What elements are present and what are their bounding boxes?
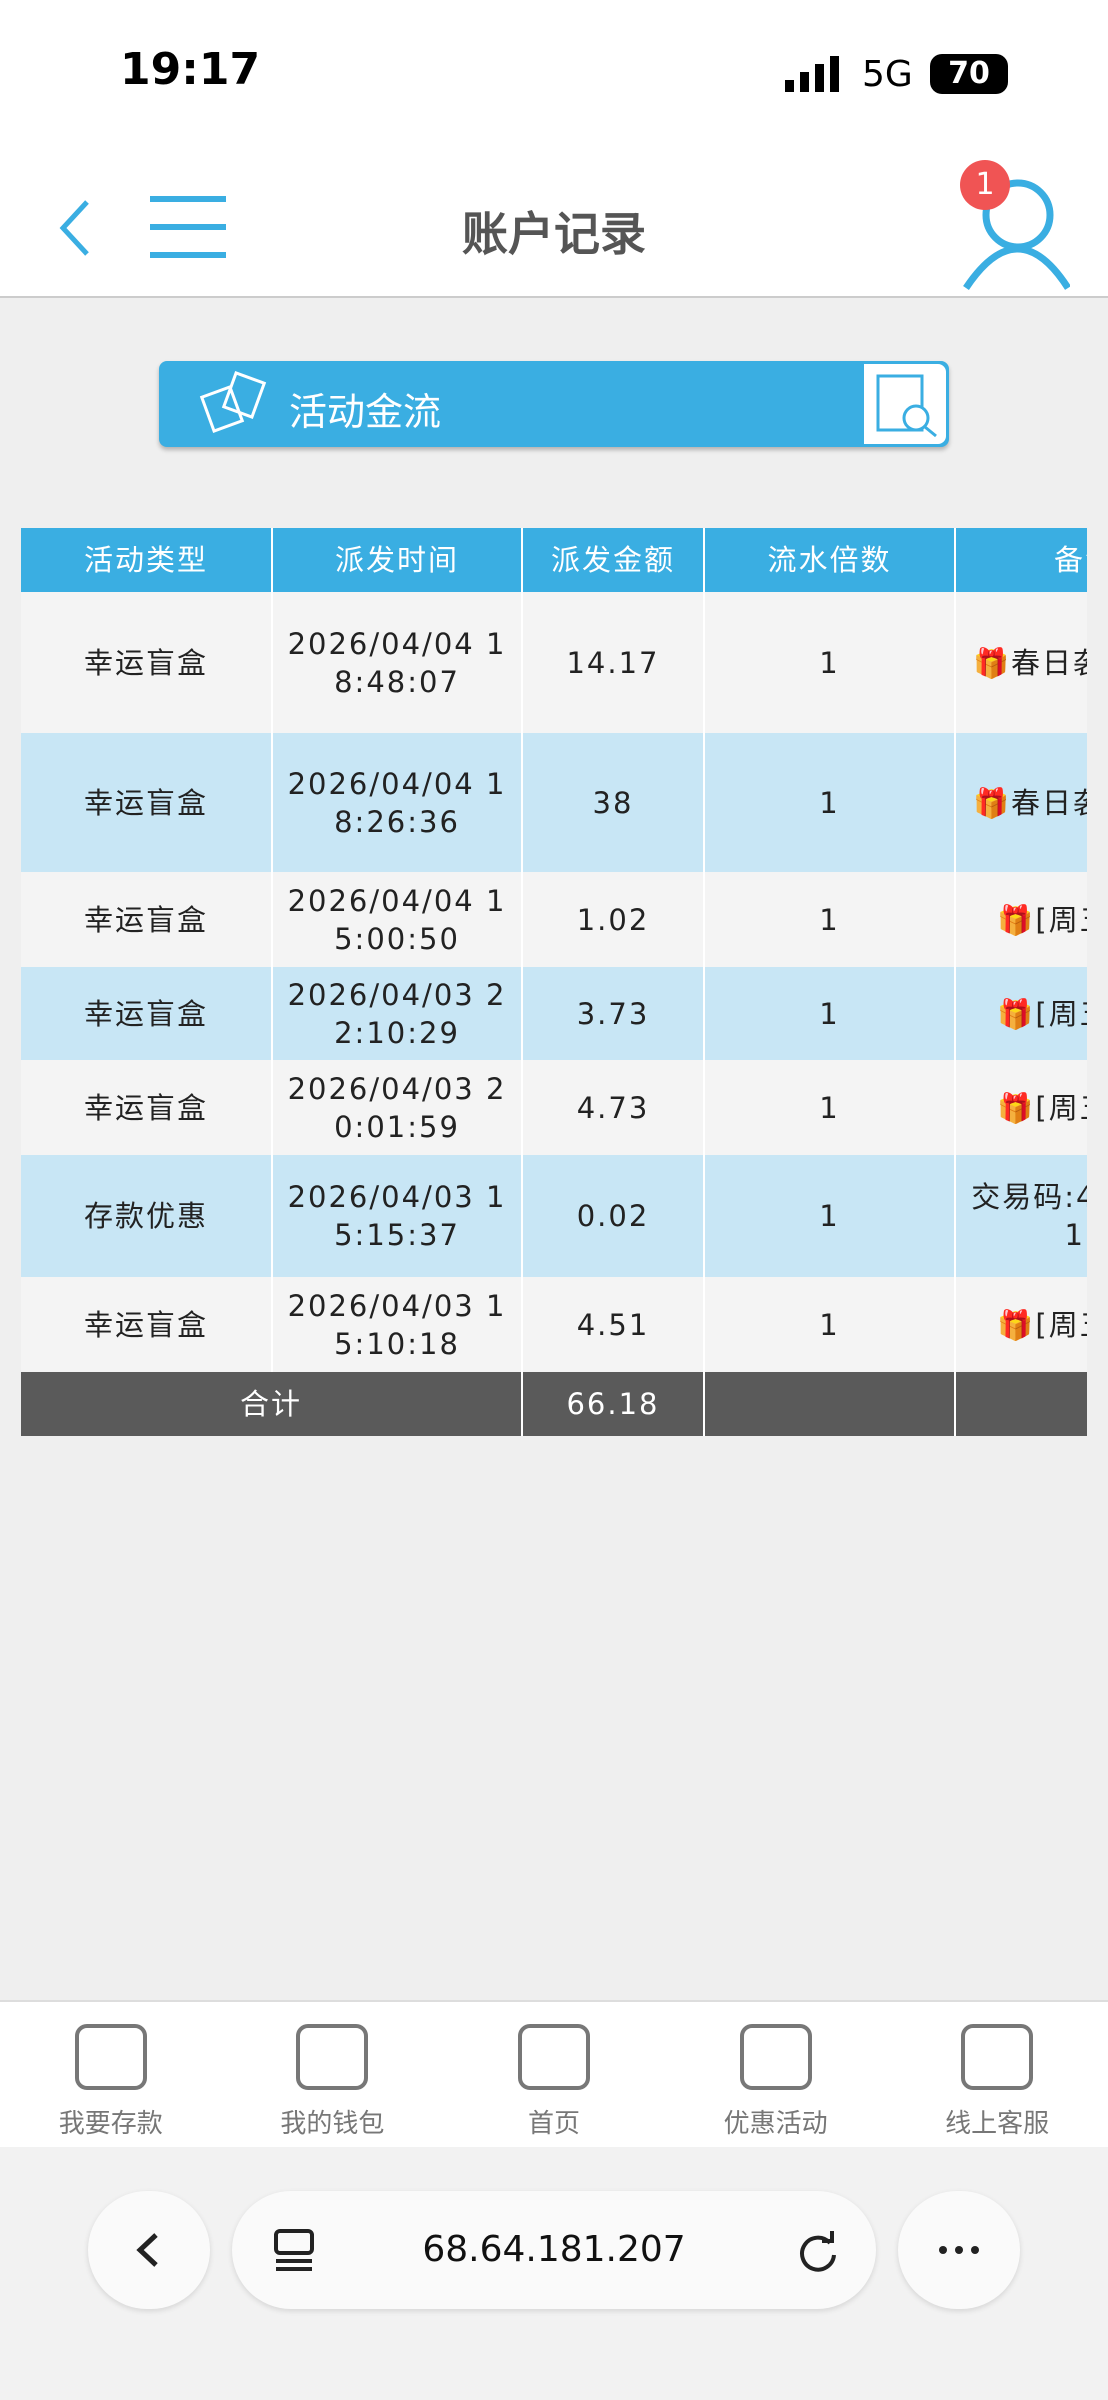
header: 账户记录 1 <box>0 140 1108 298</box>
nav-label: 线上客服 <box>945 2109 1050 2139</box>
column-header: 备注 <box>955 528 1087 592</box>
nav-item[interactable]: 我的钱包 <box>222 2002 444 2147</box>
column-header: 活动类型 <box>21 528 273 592</box>
cell: 幸运盲盒 <box>21 1060 273 1155</box>
more-icon <box>939 2246 979 2254</box>
nav-item[interactable]: 我要存款 <box>0 2002 222 2147</box>
signal-icon <box>785 56 839 92</box>
user-button[interactable] <box>960 170 1070 290</box>
search-icon <box>876 374 937 438</box>
nav-icon <box>296 2024 369 2090</box>
cell: 3.73 <box>522 967 705 1060</box>
nav-label: 优惠活动 <box>723 2109 828 2139</box>
cell: 2026/04/04 18:48:07 <box>272 592 523 733</box>
nav-label: 首页 <box>527 2109 580 2139</box>
page-title: 账户记录 <box>462 207 646 261</box>
nav-icon <box>739 2024 812 2090</box>
back-icon <box>136 2233 158 2267</box>
cell: 幸运盲盒 <box>21 592 273 733</box>
cell: 🎁[周五盲盒 <box>955 1277 1087 1372</box>
records-table: 活动类型派发时间派发金额流水倍数备注幸运盲盒2026/04/04 18:48:0… <box>21 528 1087 1436</box>
total-row: 合计 66.18 <box>21 1372 1087 1436</box>
cell: 2026/04/03 15:10:18 <box>272 1277 523 1372</box>
network: 5G <box>862 54 913 95</box>
total-label: 合计 <box>21 1372 523 1436</box>
cell: 交易码:40300012 <box>955 1155 1087 1277</box>
tab-icon <box>199 371 267 433</box>
cell: 🎁[周五盲盒 <box>955 1060 1087 1155</box>
bottom-nav: 我要存款 我的钱包 首页 优惠活动 线上客服 <box>0 2000 1108 2147</box>
nav-label: 我要存款 <box>58 2109 163 2139</box>
cell: 🎁[周五盲盒 <box>955 967 1087 1060</box>
browser-back[interactable] <box>88 2191 210 2309</box>
nav-icon <box>961 2024 1034 2090</box>
nav-item[interactable]: 首页 <box>443 2002 665 2147</box>
cell <box>704 1372 956 1436</box>
cell: 2026/04/04 18:26:36 <box>272 733 523 872</box>
status-bar: 19:17 5G 70 <box>0 0 1108 140</box>
total-amount: 66.18 <box>522 1372 705 1436</box>
tabs-icon <box>274 2229 314 2271</box>
back-button[interactable] <box>55 198 95 258</box>
browser-bar: 68.64.181.207 <box>0 2147 1108 2400</box>
cell: 1 <box>704 967 956 1060</box>
cell: 14.17 <box>522 592 705 733</box>
reload-icon <box>800 2231 836 2272</box>
header-row: 活动类型派发时间派发金额流水倍数备注 <box>21 528 1087 592</box>
cell: 2026/04/03 20:01:59 <box>272 1060 523 1155</box>
cell: 1 <box>704 733 956 872</box>
cell: 幸运盲盒 <box>21 1277 273 1372</box>
address-bar[interactable]: 68.64.181.207 <box>232 2191 876 2309</box>
cell: 4.51 <box>522 1277 705 1372</box>
tab[interactable]: 活动金流 <box>159 361 949 447</box>
time: 19:17 <box>120 44 261 95</box>
url: 68.64.181.207 <box>422 2229 686 2270</box>
cell: 2026/04/04 15:00:50 <box>272 872 523 967</box>
table-wrap: 活动类型派发时间派发金额流水倍数备注幸运盲盒2026/04/04 18:48:0… <box>21 528 1087 1436</box>
tab-label: 活动金流 <box>289 390 442 434</box>
column-header: 派发时间 <box>272 528 523 592</box>
cell: 1 <box>704 1155 956 1277</box>
nav-label: 我的钱包 <box>280 2109 385 2139</box>
column-header: 流水倍数 <box>704 528 956 592</box>
menu-button[interactable] <box>150 196 226 258</box>
badge: 1 <box>960 160 1010 210</box>
search-button[interactable] <box>864 364 946 444</box>
cell: 1 <box>704 592 956 733</box>
more-button[interactable] <box>898 2191 1020 2309</box>
cell: 1.02 <box>522 872 705 967</box>
nav-icon <box>74 2024 147 2090</box>
nav-icon <box>517 2024 590 2090</box>
cell: 1 <box>704 1060 956 1155</box>
cell: 1 <box>704 1277 956 1372</box>
cell: 38 <box>522 733 705 872</box>
cell: 0.02 <box>522 1155 705 1277</box>
cell: 🎁春日袭！好而 <box>955 592 1087 733</box>
battery: 70 <box>930 54 1008 94</box>
cell: 幸运盲盒 <box>21 967 273 1060</box>
cell: 2026/04/03 22:10:29 <box>272 967 523 1060</box>
cell <box>955 1372 1087 1436</box>
cell: 1 <box>704 872 956 967</box>
column-header: 派发金额 <box>522 528 705 592</box>
cell: 幸运盲盒 <box>21 733 273 872</box>
nav-item[interactable]: 线上客服 <box>886 2002 1108 2147</box>
cell: 2026/04/03 15:15:37 <box>272 1155 523 1277</box>
cell: 存款优惠 <box>21 1155 273 1277</box>
cell: 4.73 <box>522 1060 705 1155</box>
nav-item[interactable]: 优惠活动 <box>665 2002 887 2147</box>
cell: 幸运盲盒 <box>21 872 273 967</box>
cell: 🎁[周五盲盒 <box>955 872 1087 967</box>
cell: 🎁春日袭！好而 <box>955 733 1087 872</box>
